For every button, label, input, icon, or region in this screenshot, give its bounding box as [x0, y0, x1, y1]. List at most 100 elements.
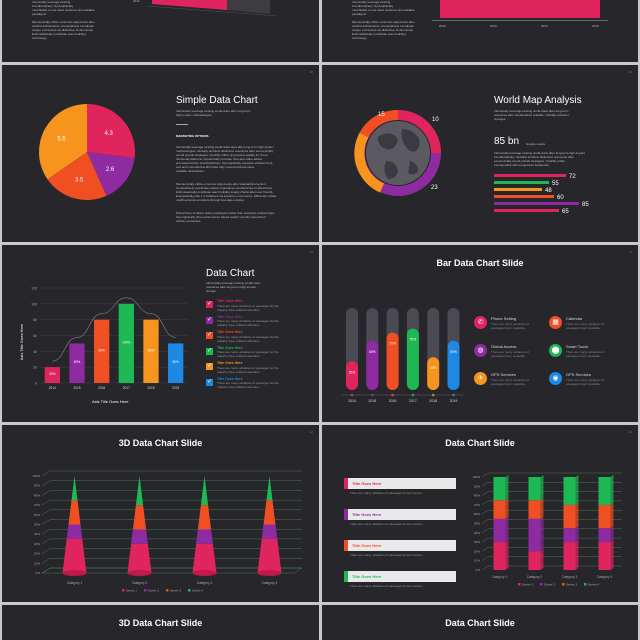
world-bar — [494, 188, 542, 191]
text-line: interdisciplinary. Synergistically — [352, 4, 394, 8]
checkbox-icon: ✓ — [206, 363, 213, 370]
legend-item: ✆ Phone Setting There are many variations … — [474, 315, 546, 337]
stack-side — [610, 526, 614, 543]
legend-text: passages lorem available. — [566, 381, 601, 386]
y-tick-label: 20% — [34, 552, 40, 556]
slide-top-left[interactable]: Intrinsically leverage existing interdis… — [2, 0, 319, 62]
legend-label: Series 2 — [544, 583, 555, 587]
legend-label: Series 2 — [148, 589, 159, 593]
slide-3d-cone-chart[interactable]: 12 3D Data Chart Slide 0% 10% 20% 30% 40% 50%… — [2, 425, 319, 602]
data-item-title: Title Goes Here — [217, 345, 243, 350]
ring-label: 10 — [432, 117, 439, 123]
stack-side — [540, 516, 544, 552]
text-line: processes before interdisciplinary. Syne… — [176, 161, 274, 165]
ring-red — [359, 109, 399, 138]
ring-orange — [354, 132, 385, 193]
slide-data-chart[interactable]: 10 0 20 40 60 80 100 120 20% 2014 50% 2015 80% 2016 1… — [2, 245, 319, 422]
text-line: technology. — [352, 36, 368, 40]
card-text: There are many variations of passages of… — [350, 491, 423, 495]
stack-segment — [563, 477, 576, 505]
cone-segment — [62, 539, 87, 573]
legend-text: There are many variations of — [566, 349, 605, 354]
world-bar — [494, 195, 554, 198]
pill-bar — [406, 328, 419, 390]
slide-title: Bar Data Chart Slide — [436, 258, 524, 268]
feature-icon: ⬤ — [549, 344, 562, 357]
data-item-title: Title Goes Here — [217, 299, 243, 303]
subtitle-line: resources after long-term high-impact — [206, 285, 256, 289]
slide-top-right[interactable]: Intrinsically leverage existing interdis… — [322, 0, 638, 62]
page-number: 13 — [628, 430, 632, 434]
top-left-text: Intrinsically leverage existing interdis… — [32, 0, 95, 40]
card-title: Title Goes Here — [352, 543, 382, 548]
slide-bottom-left[interactable]: 3D Data Chart Slide — [2, 605, 319, 640]
legend-label: Series 1 — [522, 583, 533, 587]
cone-segment — [263, 500, 276, 525]
title-card: Title Goes Here There are many variations… — [344, 509, 456, 529]
pie-label: 5.5 — [57, 137, 66, 143]
gridline — [41, 509, 302, 515]
bar-value-label: 50% — [172, 360, 179, 364]
pill-year-label: 2018 — [429, 399, 437, 403]
text-line: multifunctional e-markets through levera… — [176, 198, 245, 202]
text-line: technology. — [32, 36, 48, 40]
gridline — [41, 519, 302, 525]
card-header: Title Goes Here — [344, 478, 456, 489]
pie-slice — [87, 152, 135, 196]
text-line: paradigms. — [352, 12, 367, 16]
slide-title: 3D Data Chart Slide — [118, 618, 203, 628]
stack-segment — [563, 504, 576, 529]
text-line: scalable deliverables. — [176, 169, 205, 173]
gridline — [41, 470, 302, 477]
legend-swatch — [144, 589, 147, 592]
gridline — [41, 490, 302, 496]
slide-bottom-right[interactable]: Data Chart Slide — [322, 605, 638, 640]
legend-swatch — [562, 583, 565, 586]
world-bar-value: 55 — [552, 181, 559, 187]
title-cards: Title Goes Here There are many variations… — [344, 478, 459, 588]
pill-year-label: 2016 — [389, 399, 397, 403]
year-tick: 2012 — [439, 24, 446, 28]
data-item-text: majority have suffered alteration. — [217, 385, 261, 389]
bar-value-label: 100% — [122, 340, 130, 344]
stack-segment — [598, 477, 611, 505]
text-line: interdisciplinary. Synergistically — [32, 4, 74, 8]
big-number: 85 bn — [494, 136, 520, 147]
text-line: Monotonically utilize economic alignment… — [176, 182, 267, 186]
year-tick: 2013 — [490, 24, 497, 28]
legend-label: Series 4 — [588, 583, 599, 587]
x-tick-label: Category 4 — [597, 575, 613, 579]
checkbox-icon: ✓ — [206, 332, 213, 339]
title-card: Title Goes Here There are many variations… — [344, 540, 456, 560]
slide-title: Simple Data Chart — [176, 95, 258, 106]
pill-value-label: 75% — [410, 338, 417, 342]
text-line: Intrinsically leverage existing world-cl… — [494, 151, 585, 155]
slide-simple-data-chart[interactable]: 08 4.3 2.6 3.5 5.5 Simple Data Chart Intrin… — [2, 65, 319, 242]
stack-side — [540, 475, 544, 501]
slide-stacked-chart[interactable]: 13 Data Chart Slide Title Goes Here There… — [322, 425, 638, 602]
checkbox-icon: ✓ — [206, 301, 213, 308]
y-tick-label: 80% — [474, 494, 480, 498]
x-tick-label: Category 3 — [197, 581, 213, 585]
data-item-text: majority have suffered alteration. — [217, 338, 261, 343]
feature-icon: ✈ — [474, 372, 487, 385]
data-item: ✓ Title Goes Here There are many variation… — [206, 299, 316, 313]
x-axis-title: Axis Title Goes Here — [92, 399, 129, 404]
text-line: vertical architectures. Competitively co… — [352, 24, 415, 28]
legend-label: Series 1 — [126, 589, 137, 593]
stack-segment — [598, 504, 611, 529]
x-tick-label: 2015 — [73, 386, 80, 390]
y-axis-title: Axis Title Goes Here — [19, 323, 25, 361]
gridline — [41, 538, 302, 545]
cone-segment — [197, 505, 212, 530]
cone-segment — [261, 524, 278, 540]
slide-world-map[interactable]: 09 15 10 23 World Map Analysis Intrinsic… — [322, 65, 638, 242]
data-bar — [44, 367, 60, 383]
text-line: paradigms. — [32, 12, 47, 16]
slide-bar-data-chart[interactable]: 11 Bar Data Chart Slide 35% 2014 60% 2015 70… — [322, 245, 638, 422]
text-line: interoperable with progressive leadershi… — [494, 163, 550, 167]
legend-text: There are many variations of — [491, 349, 530, 354]
legend-swatch — [166, 589, 169, 592]
pill-value-label: 60% — [369, 350, 376, 354]
slide-title: World Map Analysis — [494, 95, 582, 106]
